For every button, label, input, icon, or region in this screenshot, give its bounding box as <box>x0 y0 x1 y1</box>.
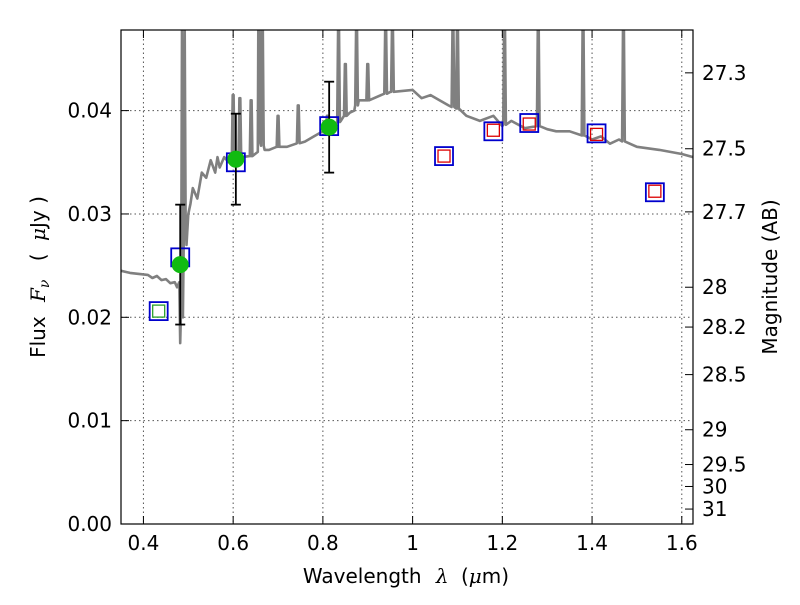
plot-frame <box>120 29 694 525</box>
x-axis-title: Wavelength λ (μm) <box>303 564 509 588</box>
y-axis-flux-symbol: F <box>26 287 50 303</box>
x-axis-lambda: λ <box>435 564 449 588</box>
mag-tick-label: 27.3 <box>702 61 747 85</box>
y-axis-unit-mu: μ <box>26 228 50 241</box>
y-tick-label: 0.01 <box>67 409 112 433</box>
mag-tick-label: 27.5 <box>702 137 747 161</box>
mag-tick-label: 28.5 <box>702 363 747 387</box>
x-tick-label: 1.6 <box>666 531 698 555</box>
x-tick-label: 1 <box>406 531 419 555</box>
model-flux-square <box>434 146 454 166</box>
model-flux-square <box>519 113 540 133</box>
observed-flux-point <box>227 150 245 168</box>
observed-flux-point <box>320 118 338 136</box>
mag-tick-label: 28.2 <box>702 315 747 339</box>
observed-square <box>152 304 166 318</box>
mag-tick-label: 28 <box>702 275 727 299</box>
y-axis-unit-open: ( <box>26 253 50 261</box>
y-axis-title: Flux Fν ( μJy ) <box>26 196 54 358</box>
mag-tick-label: 27.7 <box>702 200 747 224</box>
x-axis-label-text: Wavelength <box>303 564 422 588</box>
mag-tick-label: 30 <box>702 474 727 498</box>
model-flux-square <box>148 301 169 322</box>
model-flux-square <box>644 182 665 203</box>
mag-tick-label: 29.5 <box>702 453 747 477</box>
upper-limit-square <box>437 149 451 163</box>
x-axis-unit-rest: m) <box>482 564 509 588</box>
data-layer <box>121 30 693 345</box>
grid-layer <box>121 30 693 525</box>
model-flux-square <box>586 123 607 144</box>
model-flux-square <box>483 121 504 142</box>
y-tick-label: 0.00 <box>67 512 112 536</box>
x-tick-label: 0.6 <box>217 531 249 555</box>
y-tick-label: 0.03 <box>67 202 112 226</box>
x-tick-label: 1.4 <box>576 531 608 555</box>
x-axis-unit-mu: μ <box>469 564 482 588</box>
sed-template-line <box>121 30 693 345</box>
mag-tick-label: 31 <box>702 497 727 521</box>
y-tick-label: 0.02 <box>67 305 112 329</box>
y-axis-unit-rest: Jy ) <box>26 196 50 230</box>
upper-limit-square <box>589 127 604 142</box>
y2-axis-title: Magnitude (AB) <box>758 199 782 354</box>
observed-flux-point <box>171 256 189 274</box>
y-tick-label: 0.04 <box>67 99 112 123</box>
upper-limit-square <box>522 117 536 131</box>
x-tick-label: 0.4 <box>128 531 160 555</box>
y-axis-flux-subscript: ν <box>37 279 53 288</box>
y-axis-label-text: Flux <box>26 316 50 358</box>
mag-tick-label: 29 <box>702 418 727 442</box>
upper-limit-square <box>486 123 501 137</box>
upper-limit-square <box>648 184 662 198</box>
x-axis-unit-open: ( <box>461 564 469 588</box>
x-tick-label: 0.8 <box>307 531 339 555</box>
tick-layer: 0.4 0.6 0.8 1 1.2 1.4 1.6 0.00 0.01 0.02 0.03 0.04 2… <box>67 30 747 555</box>
x-tick-label: 1.2 <box>486 531 518 555</box>
